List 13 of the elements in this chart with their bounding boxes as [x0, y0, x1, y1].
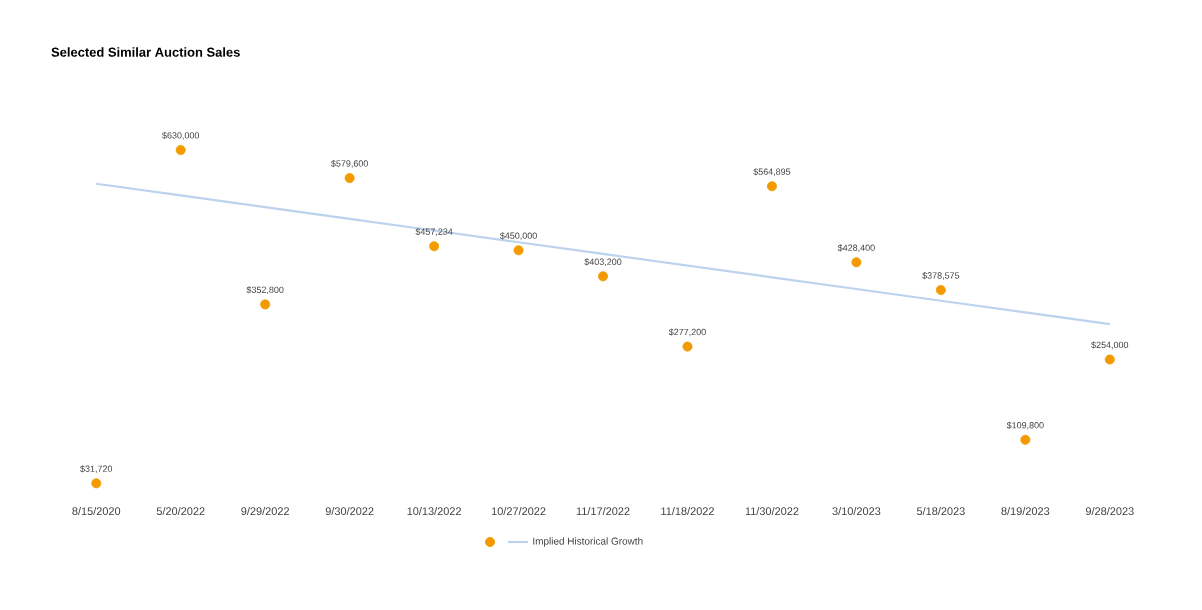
point [766, 181, 777, 192]
point [1104, 354, 1115, 365]
point [91, 478, 102, 489]
point [429, 241, 440, 252]
point [344, 173, 355, 184]
point [851, 257, 862, 268]
point [260, 299, 271, 310]
point [682, 341, 693, 352]
point [598, 271, 608, 282]
point [935, 285, 946, 296]
point [513, 245, 524, 256]
point [175, 145, 186, 155]
point [1020, 434, 1031, 445]
